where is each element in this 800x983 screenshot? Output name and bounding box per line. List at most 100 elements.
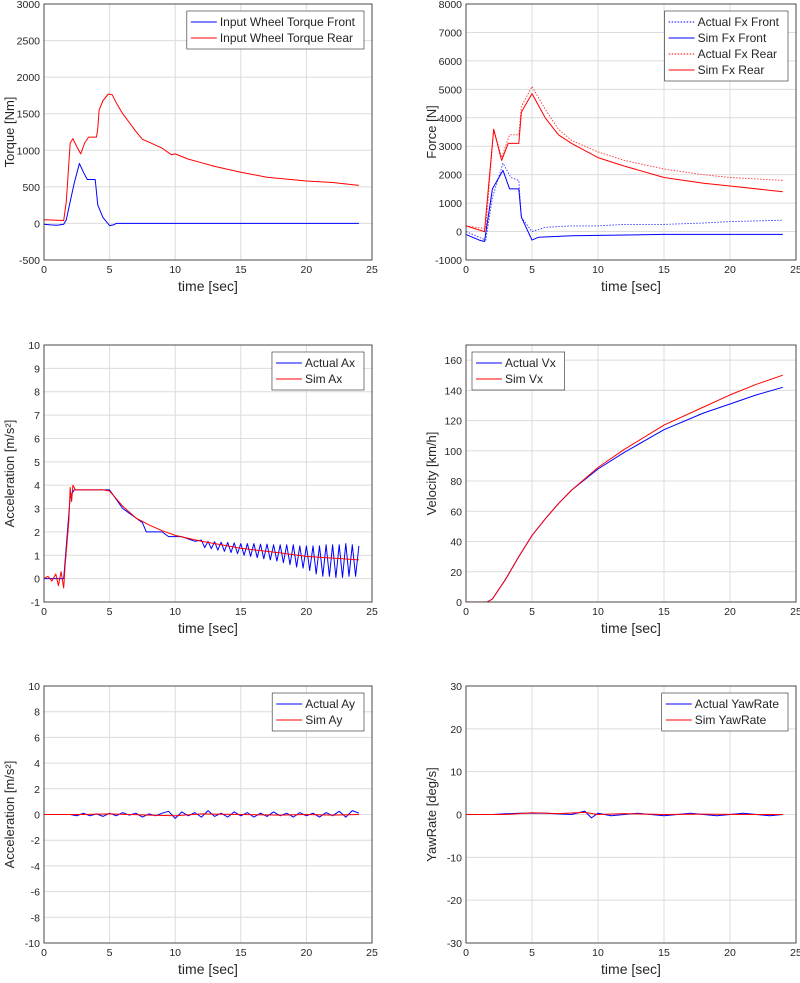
y-tick-label: 8	[34, 387, 40, 399]
series-line-1	[44, 163, 359, 227]
x-axis-label: time [sec]	[601, 961, 661, 977]
y-tick-label: 160	[444, 355, 462, 367]
series-line-2	[44, 813, 359, 817]
y-tick-label: 4	[34, 480, 40, 492]
subplot-2: 0 5 10 15 20 25-10000100020003000400050006000…	[424, 0, 800, 294]
y-axis-label: YawRate [deg/s]	[424, 767, 439, 861]
y-tick-label: -30	[447, 938, 462, 950]
x-tick-label: 15	[235, 947, 247, 959]
y-tick-label: 3000	[17, 0, 41, 11]
x-tick-label: 10	[592, 264, 604, 276]
series-line-2	[466, 811, 783, 815]
x-tick-label: 0	[463, 947, 469, 959]
x-axis-label: time [sec]	[601, 278, 661, 294]
legend-label: Sim Ax	[305, 372, 342, 386]
y-tick-label: -10	[25, 938, 40, 950]
series-line-2	[44, 93, 359, 221]
y-tick-label: 5000	[439, 84, 463, 96]
y-tick-label: 2500	[17, 36, 41, 48]
legend-label: Sim Fx Front	[698, 31, 767, 45]
y-tick-label: 7	[34, 410, 40, 422]
legend-label: Input Wheel Torque Front	[220, 15, 356, 29]
y-tick-label: 1000	[17, 145, 41, 157]
x-tick-label: 0	[41, 264, 47, 276]
y-tick-label: 140	[444, 385, 462, 397]
y-tick-label: -20	[447, 895, 462, 907]
x-tick-label: 15	[235, 606, 247, 618]
x-tick-label: 0	[463, 264, 469, 276]
x-tick-label: 15	[658, 264, 670, 276]
legend: Actual Ax Sim Ax	[271, 351, 365, 391]
axes-frame	[43, 685, 373, 944]
subplot-1: 0 5 10 15 20 25-500050010001500200025003000ti…	[2, 0, 378, 294]
y-tick-label: 10	[28, 681, 40, 693]
x-tick-label: 20	[301, 606, 313, 618]
y-tick-label: 10	[28, 340, 40, 352]
x-tick-label: 25	[366, 264, 378, 276]
y-tick-label: 9	[34, 363, 40, 375]
x-tick-label: 10	[169, 264, 181, 276]
axes-frame	[465, 344, 797, 603]
y-tick-label: 6000	[439, 56, 463, 68]
x-tick-label: 5	[107, 264, 113, 276]
y-tick-label: 4	[34, 758, 40, 770]
axes-frame	[465, 685, 797, 944]
legend: Actual Ay Sim Ay	[271, 692, 365, 732]
y-tick-label: 1500	[17, 109, 41, 121]
x-tick-label: 20	[724, 264, 736, 276]
legend-box	[271, 692, 365, 732]
legend: Input Wheel Torque Front Input Wheel Torq…	[186, 10, 365, 50]
legend-label: Actual Ax	[305, 356, 355, 370]
y-tick-label: 0	[456, 227, 462, 239]
y-tick-label: 20	[450, 724, 462, 736]
y-tick-label: -2	[31, 835, 40, 847]
y-tick-label: 1	[34, 550, 40, 562]
series-line-2	[44, 484, 359, 589]
x-tick-label: 20	[301, 947, 313, 959]
x-tick-label: 10	[592, 947, 604, 959]
legend: Actual Vx Sim Vx	[471, 351, 566, 391]
y-axis-label: Force [N]	[424, 105, 439, 158]
y-tick-label: -8	[31, 912, 40, 924]
axes-frame	[43, 3, 373, 261]
x-tick-label: 15	[235, 264, 247, 276]
y-axis-label: Acceleration [m/s²]	[2, 420, 17, 528]
legend-box	[186, 10, 365, 50]
y-tick-label: 20	[450, 567, 462, 579]
legend: Actual YawRate Sim YawRate	[661, 692, 789, 732]
y-tick-label: 120	[444, 416, 462, 428]
y-tick-label: 500	[22, 182, 40, 194]
y-tick-label: -1000	[435, 255, 462, 267]
y-tick-label: 10	[450, 767, 462, 779]
series-line-4	[466, 93, 783, 233]
y-tick-label: 0	[34, 810, 40, 822]
x-tick-label: 25	[790, 947, 800, 959]
y-tick-label: 4000	[439, 113, 463, 125]
y-tick-label: -4	[31, 861, 40, 873]
y-tick-label: 5	[34, 457, 40, 469]
x-axis-label: time [sec]	[178, 278, 238, 294]
y-tick-label: 2000	[439, 170, 463, 182]
x-tick-label: 25	[790, 264, 800, 276]
y-tick-label: 6	[34, 732, 40, 744]
legend-label: Sim Vx	[505, 372, 543, 386]
legend-label: Actual Vx	[505, 356, 556, 370]
y-tick-label: 80	[450, 476, 462, 488]
y-tick-label: 8	[34, 707, 40, 719]
axes-frame	[465, 3, 797, 261]
y-axis-label: Acceleration [m/s²]	[2, 761, 17, 869]
legend-label: Sim Fx Rear	[698, 63, 765, 77]
x-tick-label: 20	[301, 264, 313, 276]
x-axis-label: time [sec]	[178, 620, 238, 636]
y-tick-label: 40	[450, 537, 462, 549]
y-tick-label: 7000	[439, 27, 463, 39]
subplot-5: 0 5 10 15 20 25 -10 -8 -6 -4 -2 0 2 4 6 8 10 time [sec] Ac…	[2, 681, 378, 977]
y-tick-label: -6	[31, 887, 40, 899]
x-tick-label: 0	[41, 606, 47, 618]
y-tick-label: 2000	[17, 72, 41, 84]
y-tick-label: 6	[34, 433, 40, 445]
y-tick-label: -500	[19, 255, 40, 267]
y-tick-label: 1000	[439, 198, 463, 210]
x-tick-label: 5	[529, 606, 535, 618]
